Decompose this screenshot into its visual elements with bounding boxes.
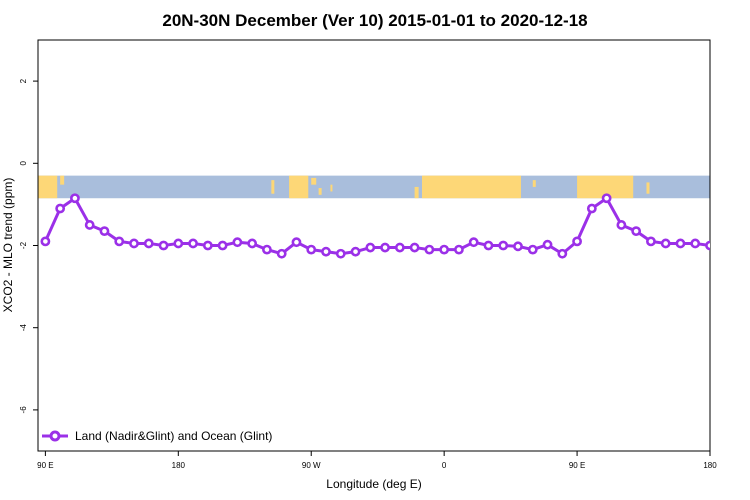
map-island [271, 180, 275, 194]
y-axis-label: XCO2 - MLO trend (ppm) [1, 178, 15, 313]
map-island [311, 177, 317, 185]
x-tick-label: 90 W [302, 461, 321, 470]
land-mexico [289, 175, 309, 199]
y-tick-label: -4 [19, 324, 28, 332]
x-axis-label: Longitude (deg E) [326, 477, 421, 491]
x-tick-label: 0 [442, 461, 447, 470]
data-point [114, 236, 125, 247]
map-island [318, 188, 322, 195]
land-africa-arabia [422, 175, 521, 199]
data-point [335, 248, 346, 259]
data-point [572, 236, 582, 247]
data-point [675, 238, 686, 249]
data-point [55, 203, 66, 214]
data-point [99, 226, 110, 237]
data-point [409, 242, 420, 253]
data-point [439, 244, 450, 255]
data-point [424, 244, 435, 255]
data-point [468, 237, 479, 248]
data-point [601, 193, 612, 204]
series-layer [40, 193, 710, 259]
map-island [532, 180, 536, 187]
data-point [616, 220, 627, 230]
data-point [158, 240, 169, 251]
data-point [291, 237, 302, 248]
data-point [306, 244, 317, 255]
land-asia-east [577, 175, 634, 199]
data-point [498, 240, 509, 251]
data-point [321, 246, 331, 257]
series-line [44, 196, 710, 256]
data-point [380, 242, 390, 253]
x-axis-ticks: 90 E 180 90 W 0 90 E 180 [37, 451, 717, 470]
map-island [414, 186, 419, 199]
data-point [454, 244, 464, 255]
data-point [483, 240, 494, 251]
data-point [646, 236, 656, 247]
land-asia-west [38, 175, 58, 199]
data-point [173, 238, 184, 249]
data-point [262, 244, 272, 255]
data-point [188, 238, 198, 249]
map-ocean [38, 175, 710, 199]
data-point [690, 238, 701, 249]
data-point [217, 240, 228, 251]
data-point [40, 236, 51, 247]
data-point [527, 244, 538, 255]
x-tick-label: 90 E [569, 461, 585, 470]
data-point [129, 238, 139, 249]
legend-marker [49, 430, 61, 442]
y-axis-ticks: 2 0 -2 -4 -6 [19, 78, 38, 413]
data-point [84, 220, 95, 230]
map-island [60, 175, 65, 185]
x-tick-label: 180 [703, 461, 717, 470]
data-point [542, 239, 553, 250]
data-point [202, 240, 213, 251]
data-point [586, 203, 597, 214]
data-point [247, 238, 258, 249]
data-point [350, 246, 361, 257]
data-point [631, 226, 642, 237]
data-point [365, 242, 376, 253]
y-tick-label: -2 [19, 241, 28, 249]
chart-title: 20N-30N December (Ver 10) 2015-01-01 to … [162, 11, 587, 30]
data-point [276, 248, 287, 259]
data-point [143, 238, 154, 249]
data-point [232, 237, 243, 248]
x-tick-label: 180 [172, 461, 186, 470]
data-point [513, 241, 523, 252]
map-island [330, 184, 333, 192]
data-point [394, 242, 405, 253]
legend: Land (Nadir&Glint) and Ocean (Glint) [42, 429, 272, 443]
y-tick-label: 0 [19, 161, 28, 166]
data-point [705, 240, 710, 251]
map-island [646, 182, 650, 194]
legend-label: Land (Nadir&Glint) and Ocean (Glint) [75, 429, 272, 443]
y-tick-label: 2 [19, 78, 28, 83]
data-point [557, 248, 568, 259]
y-tick-label: -6 [19, 406, 28, 414]
x-tick-label: 90 E [37, 461, 53, 470]
world-map-band [38, 175, 710, 199]
data-point [660, 238, 671, 249]
data-point [70, 193, 80, 204]
